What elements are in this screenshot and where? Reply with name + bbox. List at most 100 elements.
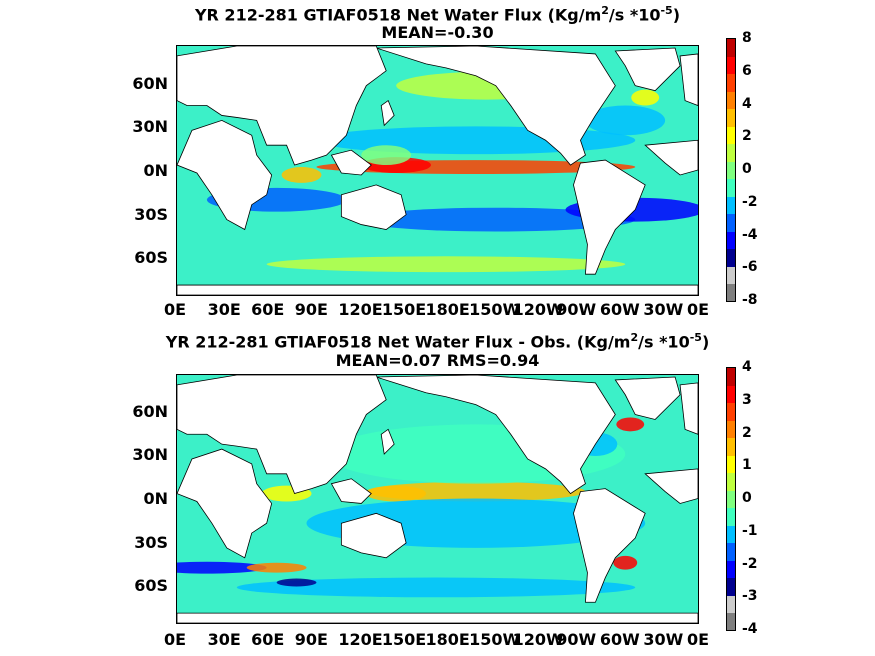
- colorbar-segment: [727, 525, 735, 544]
- chart2-map: [176, 374, 699, 624]
- colorbar-segment: [727, 560, 735, 579]
- chart2-xtick: 60W: [599, 630, 640, 649]
- land-south-america: [573, 488, 646, 603]
- colorbar-segment: [727, 595, 735, 614]
- chart2-ytick: 0N: [143, 489, 168, 508]
- land-japan: [380, 428, 395, 455]
- colorbar-segment: [727, 490, 735, 509]
- land-africa: [177, 119, 273, 231]
- chart2-colorbar-tick: -3: [742, 588, 758, 605]
- chart2-colorbar-tick: 2: [742, 424, 752, 441]
- chart2-xtick: 90E: [294, 630, 328, 649]
- chart2-colorbar-tick: 1: [742, 457, 752, 474]
- field-blob: [281, 167, 322, 183]
- colorbar-segment: [727, 178, 735, 197]
- colorbar-segment: [727, 542, 735, 561]
- map-svg-1: [177, 46, 698, 295]
- chart2-xtick: 120W: [512, 630, 564, 649]
- chart1-xtick: 60E: [251, 300, 285, 319]
- chart1-colorbar-tick: -2: [742, 193, 758, 210]
- colorbar-segment: [727, 266, 735, 285]
- colorbar-segment: [727, 507, 735, 526]
- land-eurasia: [177, 375, 387, 495]
- chart2-ytick: 60N: [132, 402, 168, 421]
- land-eurasia: [177, 46, 387, 166]
- colorbar-segment: [727, 56, 735, 75]
- chart2-colorbar-tick: 0: [742, 490, 752, 506]
- land-australia: [340, 512, 407, 559]
- chart2-ytick: 30S: [134, 533, 168, 552]
- land-north-america: [376, 46, 616, 166]
- colorbar-segment: [727, 126, 735, 145]
- chart1-xtick: 60W: [599, 300, 640, 319]
- land-europe-east: [679, 382, 698, 435]
- chart1-xtick: 180E: [425, 300, 470, 319]
- colorbar-segment: [727, 91, 735, 110]
- chart1-colorbar-tick: 2: [742, 128, 752, 145]
- colorbar-segment: [727, 161, 735, 180]
- chart1-map: [176, 45, 699, 296]
- chart1-ytick: 30S: [134, 205, 168, 224]
- field-blob: [585, 105, 666, 136]
- chart1-colorbar-tick: 6: [742, 62, 752, 79]
- chart1-xtick: 90E: [294, 300, 328, 319]
- chart1-xtick: 0E: [164, 300, 187, 319]
- land-southeast-asia: [330, 478, 372, 504]
- chart2-xtick: 150E: [381, 630, 427, 649]
- field-blob: [276, 578, 317, 587]
- colorbar-segment: [727, 73, 735, 92]
- land-africa-west: [644, 468, 698, 504]
- chart2-xtick: 90W: [556, 630, 597, 649]
- chart1-title: YR 212-281 GTIAF0518 Net Water Flux (Kg/…: [194, 4, 681, 25]
- land-antarctica: [177, 612, 698, 623]
- chart1-ytick: 30N: [132, 117, 168, 136]
- chart1-xtick: 150W: [469, 300, 521, 319]
- field-blob: [616, 417, 645, 432]
- chart1-xtick: 150E: [381, 300, 427, 319]
- chart1-colorbar-tick: -8: [742, 292, 758, 308]
- field-blob: [177, 561, 267, 574]
- land-australia: [340, 184, 407, 230]
- colorbar-segment: [727, 248, 735, 267]
- colorbar-segment: [727, 455, 735, 474]
- colorbar-segment: [727, 143, 735, 162]
- chart1-colorbar-tick: 0: [742, 161, 752, 177]
- chart2-ytick: 60S: [134, 576, 168, 595]
- chart1-ytick: 60N: [132, 74, 168, 93]
- colorbar-segment: [727, 108, 735, 127]
- chart1-xtick: 30W: [643, 300, 684, 319]
- chart2-colorbar-tick: 3: [742, 391, 752, 408]
- chart1-xtick: 0E: [687, 300, 710, 319]
- colorbar-segment: [727, 472, 735, 491]
- chart1-xtick: 30E: [207, 300, 241, 319]
- chart2-colorbar-tick: -4: [742, 621, 758, 637]
- colorbar-segment: [727, 612, 735, 631]
- chart2-colorbar-tick: 4: [742, 359, 752, 375]
- chart1-ytick: 60S: [134, 248, 168, 267]
- land-antarctica: [177, 284, 698, 295]
- chart2-xtick: 60E: [251, 630, 285, 649]
- chart1-subtitle: MEAN=-0.30: [381, 23, 494, 42]
- field-blob: [236, 577, 636, 598]
- field-blob: [356, 207, 636, 232]
- field-blob: [631, 89, 660, 106]
- colorbar-segment: [727, 196, 735, 215]
- chart1-colorbar-tick: 8: [742, 30, 752, 46]
- chart2-xtick: 30W: [643, 630, 684, 649]
- chart1-colorbar-tick: 4: [742, 95, 752, 112]
- land-south-america: [573, 159, 646, 275]
- map-svg-2: [177, 375, 698, 623]
- colorbar-segment: [727, 231, 735, 250]
- chart1-xtick: 120E: [338, 300, 383, 319]
- land-north-america: [376, 375, 616, 495]
- field-blob: [366, 485, 427, 502]
- field-blob: [266, 256, 626, 273]
- chart1-colorbar: [726, 38, 736, 302]
- colorbar-segment: [727, 385, 735, 404]
- colorbar-segment: [727, 368, 735, 386]
- field-blob: [316, 126, 636, 155]
- chart2-subtitle: MEAN=0.07 RMS=0.94: [335, 351, 540, 370]
- chart1-colorbar-tick: -4: [742, 226, 758, 243]
- field-blob: [361, 145, 412, 166]
- chart2-ytick: 30N: [132, 445, 168, 464]
